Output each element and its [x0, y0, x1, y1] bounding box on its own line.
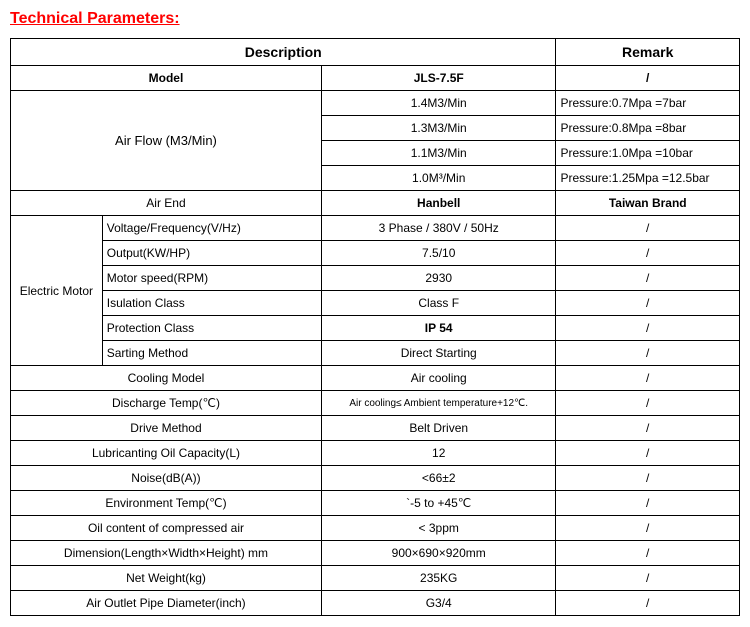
param-label: Cooling Model [11, 366, 322, 391]
param-remark: / [556, 516, 740, 541]
motor-param-value: IP 54 [321, 316, 556, 341]
model-remark: / [556, 66, 740, 91]
parameters-table: DescriptionRemarkModelJLS-7.5F/Air Flow … [10, 38, 740, 616]
motor-param-label: Protection Class [102, 316, 321, 341]
airflow-label: Air Flow (M3/Min) [11, 91, 322, 191]
motor-param-label: Voltage/Frequency(V/Hz) [102, 216, 321, 241]
param-remark: / [556, 466, 740, 491]
motor-param-remark: / [556, 316, 740, 341]
param-remark: / [556, 416, 740, 441]
param-label: Lubricanting Oil Capacity(L) [11, 441, 322, 466]
param-value: 12 [321, 441, 556, 466]
airflow-remark: Pressure:0.8Mpa =8bar [556, 116, 740, 141]
param-label: Environment Temp(℃) [11, 491, 322, 516]
param-remark: / [556, 566, 740, 591]
param-remark: / [556, 541, 740, 566]
motor-param-label: Output(KW/HP) [102, 241, 321, 266]
motor-param-remark: / [556, 241, 740, 266]
param-value: G3/4 [321, 591, 556, 616]
motor-param-label: Sarting Method [102, 341, 321, 366]
airflow-remark: Pressure:0.7Mpa =7bar [556, 91, 740, 116]
airend-label: Air End [11, 191, 322, 216]
motor-param-remark: / [556, 291, 740, 316]
param-label: Net Weight(kg) [11, 566, 322, 591]
airflow-value: 1.1M3/Min [321, 141, 556, 166]
param-value: Air cooling [321, 366, 556, 391]
motor-group-label: Electric Motor [11, 216, 103, 366]
param-value: 900×690×920mm [321, 541, 556, 566]
motor-param-label: Motor speed(RPM) [102, 266, 321, 291]
param-remark: / [556, 441, 740, 466]
param-value: Belt Driven [321, 416, 556, 441]
airflow-value: 1.3M3/Min [321, 116, 556, 141]
airflow-value: 1.4M3/Min [321, 91, 556, 116]
param-label: Discharge Temp(℃) [11, 391, 322, 416]
param-label: Noise(dB(A)) [11, 466, 322, 491]
motor-param-value: 7.5/10 [321, 241, 556, 266]
airflow-value: 1.0M³/Min [321, 166, 556, 191]
param-value: <66±2 [321, 466, 556, 491]
airend-value: Hanbell [321, 191, 556, 216]
motor-param-value: 2930 [321, 266, 556, 291]
motor-param-value: Direct Starting [321, 341, 556, 366]
param-remark: / [556, 591, 740, 616]
param-value: 235KG [321, 566, 556, 591]
airflow-remark: Pressure:1.25Mpa =12.5bar [556, 166, 740, 191]
motor-param-remark: / [556, 216, 740, 241]
airend-remark: Taiwan Brand [556, 191, 740, 216]
param-value: `-5 to +45℃ [321, 491, 556, 516]
param-label: Dimension(Length×Width×Height) mm [11, 541, 322, 566]
param-label: Oil content of compressed air [11, 516, 322, 541]
airflow-remark: Pressure:1.0Mpa =10bar [556, 141, 740, 166]
param-remark: / [556, 366, 740, 391]
param-remark: / [556, 391, 740, 416]
motor-param-label: Isulation Class [102, 291, 321, 316]
page-title: Technical Parameters: [10, 10, 740, 28]
param-value: < 3ppm [321, 516, 556, 541]
model-label: Model [11, 66, 322, 91]
model-value: JLS-7.5F [321, 66, 556, 91]
param-label: Air Outlet Pipe Diameter(inch) [11, 591, 322, 616]
param-label: Drive Method [11, 416, 322, 441]
param-remark: / [556, 491, 740, 516]
motor-param-remark: / [556, 266, 740, 291]
header-remark: Remark [556, 39, 740, 66]
motor-param-value: 3 Phase / 380V / 50Hz [321, 216, 556, 241]
motor-param-remark: / [556, 341, 740, 366]
header-description: Description [11, 39, 556, 66]
motor-param-value: Class F [321, 291, 556, 316]
param-value: Air cooling≤ Ambient temperature+12℃. [321, 391, 556, 416]
